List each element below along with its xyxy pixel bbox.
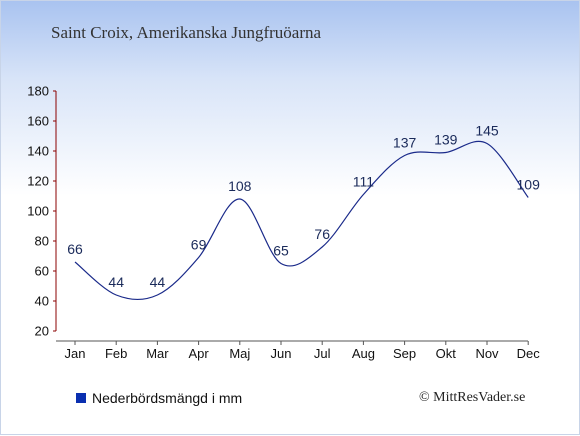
data-label: 145: [475, 123, 499, 139]
x-tick-label: Feb: [105, 346, 127, 361]
chart-title: Saint Croix, Amerikanska Jungfruöarna: [51, 23, 322, 42]
series-line: [74, 140, 529, 301]
data-label: 109: [517, 177, 541, 193]
y-tick-label: 140: [27, 144, 49, 159]
y-tick-label: 80: [35, 234, 49, 249]
x-tick-label: Dec: [517, 346, 541, 361]
data-label: 111: [353, 174, 374, 190]
y-tick-label: 180: [27, 84, 49, 99]
axes: 20 40 60 80 100 120 140 160 180 Jan Feb Mar Apr Maj Ju…: [27, 84, 540, 362]
y-tick-label: 40: [35, 294, 49, 309]
y-tick-label: 100: [27, 204, 49, 219]
x-tick-label: Jun: [271, 346, 292, 361]
data-label: 44: [150, 274, 166, 290]
x-tick-label: Aug: [352, 346, 375, 361]
x-tick-label: Mar: [146, 346, 169, 361]
data-label: 137: [393, 135, 417, 151]
y-tick-label: 20: [35, 324, 49, 339]
data-label: 76: [314, 226, 330, 242]
legend-swatch: [76, 393, 86, 403]
y-tick-label: 160: [27, 114, 49, 129]
x-tick-label: Sep: [393, 346, 416, 361]
data-label: 139: [434, 132, 458, 148]
data-label: 108: [228, 178, 252, 194]
x-tick-label: Apr: [188, 346, 209, 361]
x-tick-label: Nov: [475, 346, 499, 361]
y-tick-label: 60: [35, 264, 49, 279]
x-tick-label: Maj: [229, 346, 250, 361]
data-label: 44: [108, 274, 124, 290]
x-tick-label: Okt: [436, 346, 457, 361]
y-tick-label: 120: [27, 174, 49, 189]
credit-text: © MittResVader.se: [419, 390, 526, 405]
data-label: 69: [191, 237, 207, 253]
legend-label: Nederbördsmängd i mm: [92, 390, 243, 406]
data-label: 65: [273, 243, 289, 259]
data-label: 66: [67, 241, 83, 257]
x-tick-label: Jan: [65, 346, 86, 361]
legend: Nederbördsmängd i mm: [76, 390, 242, 406]
series-marks: 66 44 44 69 108 65 76 111 137 139 145 109: [67, 123, 541, 301]
x-tick-label: Jul: [314, 346, 331, 361]
